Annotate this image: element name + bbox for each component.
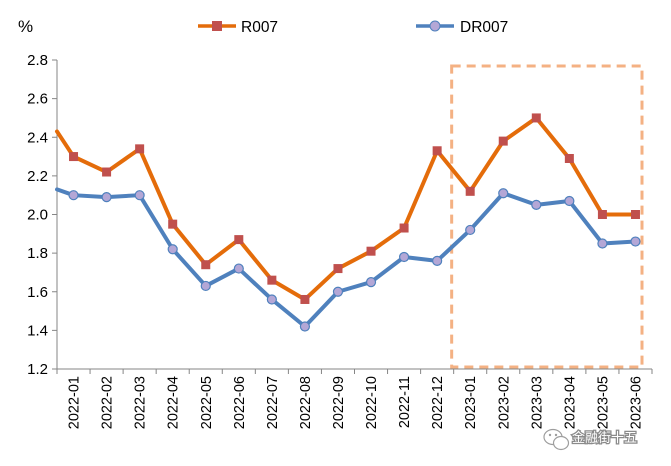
data-point-r007: [267, 275, 277, 285]
data-point-r007: [432, 146, 442, 156]
data-point-dr007: [465, 224, 476, 236]
x-axis-ticks: 2022-01 2022-02 2022-03 2022-04 2022-05 2022-…: [56, 369, 653, 429]
legend-label-dr007: DR007: [460, 19, 508, 36]
data-point-dr007: [68, 190, 79, 201]
data-point-dr007: [167, 244, 178, 255]
data-point-r007: [465, 186, 475, 196]
y-axis-unit: %: [18, 17, 33, 36]
x-tick-label: 2022-07: [265, 376, 281, 429]
x-tick-label: 2022-10: [364, 376, 380, 429]
data-point-dr007: [200, 280, 211, 292]
x-tick-label: 2023-05: [595, 376, 611, 429]
highlight-box: [450, 64, 644, 369]
data-point-dr007: [266, 294, 277, 305]
x-tick-label: 2023-03: [529, 376, 545, 429]
x-tick-label: 2022-03: [133, 376, 149, 429]
data-point-r007: [135, 144, 145, 154]
data-point-dr007: [630, 236, 641, 247]
x-tick-label: 2022-11: [397, 376, 413, 428]
data-point-r007: [300, 294, 310, 304]
y-tick-label: 2.8: [27, 52, 48, 69]
data-point-dr007: [101, 192, 112, 203]
y-tick-label: 2.0: [27, 207, 48, 224]
data-point-dr007: [498, 188, 509, 199]
y-tick-label: 1.8: [27, 245, 48, 262]
data-point-r007: [168, 219, 178, 229]
data-point-r007: [399, 223, 409, 233]
x-tick-label: 2022-09: [331, 376, 347, 429]
data-point-dr007: [233, 263, 244, 274]
legend-marker-r007: [212, 21, 222, 31]
data-point-dr007: [432, 255, 443, 266]
data-point-r007: [564, 153, 574, 163]
x-tick-label: 2022-02: [100, 376, 116, 429]
x-tick-label: 2022-05: [199, 376, 215, 429]
data-point-r007: [201, 260, 211, 270]
data-point-dr007: [134, 190, 145, 201]
data-point-dr007: [564, 195, 575, 207]
data-point-dr007: [597, 238, 608, 249]
legend: R007 DR007: [198, 19, 508, 36]
x-tick-label: 2023-06: [628, 376, 644, 429]
data-point-r007: [234, 235, 244, 245]
x-tick-label: 2023-04: [562, 376, 578, 429]
series-markers: [68, 113, 641, 332]
legend-label-r007: R007: [241, 19, 278, 36]
data-point-r007: [366, 246, 376, 256]
x-tick-label: 2022-08: [298, 376, 314, 429]
data-point-r007: [102, 167, 112, 177]
data-point-r007: [333, 264, 343, 274]
x-tick-label: 2022-06: [232, 376, 248, 429]
y-tick-label: 1.4: [27, 322, 48, 339]
y-tick-label: 2.4: [27, 129, 48, 146]
data-point-r007: [498, 136, 508, 146]
data-point-r007: [69, 152, 79, 162]
y-tick-label: 1.2: [27, 361, 48, 378]
data-point-r007: [531, 113, 541, 123]
data-point-dr007: [531, 199, 542, 210]
y-axis-ticks: 1.2 1.4 1.6 1.8 2.0 2.2 2.4 2.6 2.8: [27, 52, 57, 378]
axes: [56, 60, 652, 370]
x-tick-label: 2022-01: [67, 376, 83, 429]
data-point-dr007: [332, 286, 344, 297]
legend-marker-dr007: [429, 20, 441, 32]
x-tick-label: 2022-04: [166, 376, 182, 429]
watermark: 金融街十五: [543, 428, 638, 451]
x-tick-label: 2022-12: [430, 376, 446, 429]
y-tick-label: 2.2: [27, 168, 48, 185]
data-point-dr007: [299, 321, 311, 332]
x-tick-label: 2023-02: [496, 376, 512, 429]
data-point-dr007: [365, 276, 377, 288]
data-point-r007: [597, 210, 607, 219]
watermark-text: 金融街十五: [572, 430, 637, 446]
y-tick-label: 2.6: [27, 91, 48, 108]
data-point-r007: [630, 210, 640, 219]
legend-item-dr007: DR007: [416, 19, 508, 36]
series-line-dr007: [55, 187, 638, 329]
legend-item-r007: R007: [198, 19, 278, 36]
y-tick-label: 1.6: [27, 284, 48, 301]
x-tick-label: 2023-01: [463, 376, 479, 429]
wechat-icon: [543, 428, 570, 451]
data-point-dr007: [398, 251, 410, 263]
